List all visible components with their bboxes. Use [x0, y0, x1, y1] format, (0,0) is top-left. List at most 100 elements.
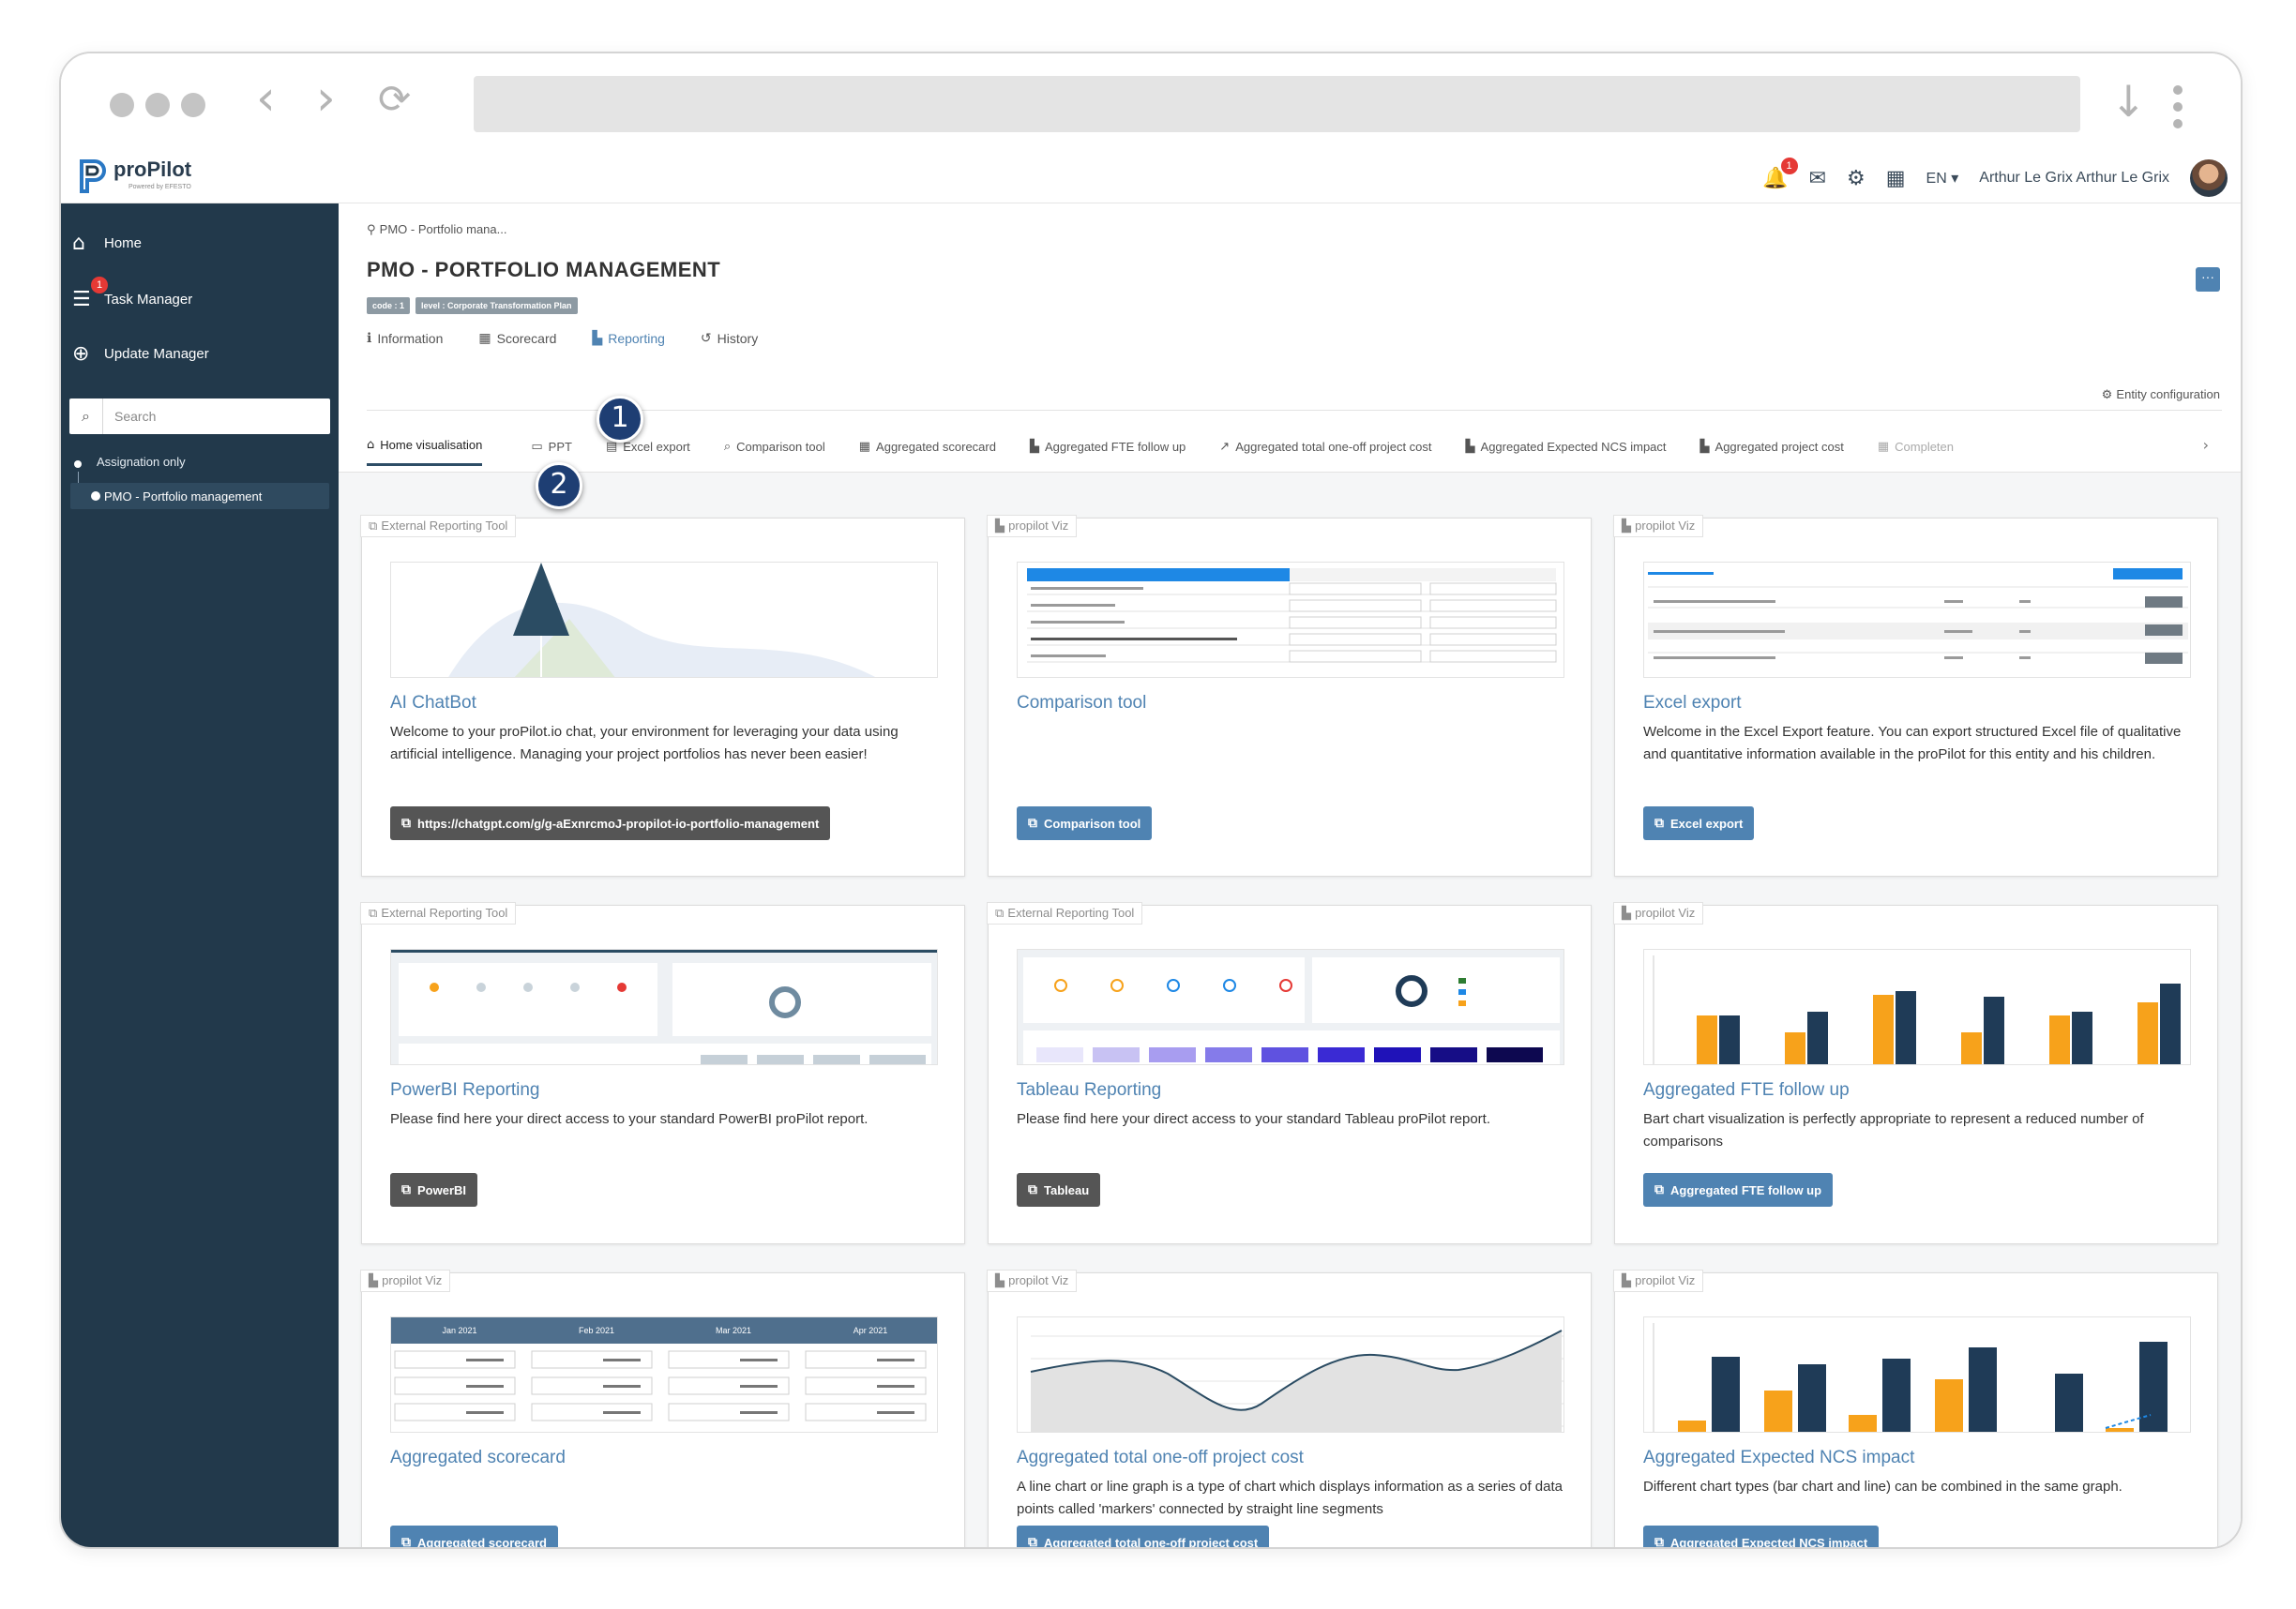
tree-root-label[interactable]: Assignation only — [97, 455, 186, 469]
tab-scorecard[interactable]: ▦ Scorecard — [478, 331, 556, 355]
scorecard-thumb-col: Apr 2021 — [853, 1326, 888, 1335]
notification-badge: 1 — [1780, 157, 1798, 174]
back-icon[interactable]: ‹ — [256, 70, 276, 127]
card-title[interactable]: Tableau Reporting — [1017, 1080, 1162, 1100]
external-link-icon: ⧉ — [1654, 1182, 1664, 1197]
card-title[interactable]: Excel export — [1643, 693, 1742, 713]
card-tag: ▙ propilot Viz — [987, 1270, 1078, 1292]
aggregated-one-off-cost-button[interactable]: ⧉ Aggregated total one-off project cost — [1017, 1526, 1270, 1547]
forward-icon[interactable]: › — [316, 70, 336, 127]
card-title[interactable]: Aggregated Expected NCS impact — [1643, 1448, 1915, 1467]
more-options-button[interactable]: ··· — [2196, 267, 2220, 292]
mail-icon[interactable]: ✉ — [1808, 166, 1827, 190]
card-title[interactable]: Aggregated FTE follow up — [1643, 1080, 1850, 1100]
sidebar-item-label: Update Manager — [104, 345, 209, 362]
card-ai-chatbot: ⧉ External Reporting Tool AI ChatBot Wel… — [360, 515, 965, 877]
aggregated-fte-button[interactable]: ⧉ Aggregated FTE follow up — [1643, 1173, 1834, 1207]
tab-information[interactable]: ℹ Information — [367, 331, 443, 355]
external-link-icon: ⧉ — [369, 907, 382, 921]
scorecard-thumb-header: Jan 2021 Feb 2021 Mar 2021 Apr 2021 — [391, 1317, 937, 1344]
window-dot-icon[interactable] — [145, 93, 170, 117]
reload-icon[interactable]: ⟳ — [378, 76, 412, 122]
button-label: Aggregated Expected NCS impact — [1670, 1535, 1868, 1549]
card-thumbnail[interactable]: Jan 2021 Feb 2021 Mar 2021 Apr 2021 — [390, 1316, 938, 1433]
subtab-aggregated-fte[interactable]: ▙ Aggregated FTE follow up — [1030, 432, 1186, 466]
sidebar: ⌂ Home ☰ 1 Task Manager ⊕ Update Manager… — [61, 203, 339, 1547]
card-tag: ▙ propilot Viz — [987, 515, 1078, 537]
card-title[interactable]: PowerBI Reporting — [390, 1080, 540, 1100]
window-dot-icon[interactable] — [110, 93, 134, 117]
entity-configuration-link[interactable]: ⚙ Entity configuration — [2102, 387, 2220, 402]
window-dot-icon[interactable] — [181, 93, 205, 117]
card-aggregated-fte: ▙ propilot Viz Aggregated FTE follow up … — [1613, 902, 2218, 1244]
card-aggregated-ncs-impact: ▙ propilot Viz Aggregated Expected NCS i… — [1613, 1270, 2218, 1549]
card-thumbnail[interactable] — [390, 562, 938, 678]
tab-label: Scorecard — [496, 331, 557, 346]
avatar[interactable] — [2190, 159, 2228, 197]
tab-reporting[interactable]: ▙ Reporting — [592, 331, 664, 355]
card-thumbnail[interactable] — [1017, 1316, 1564, 1433]
aggregated-scorecard-button[interactable]: ⧉ Aggregated scorecard — [390, 1526, 558, 1549]
excel-export-button[interactable]: ⧉ Excel export — [1643, 806, 1755, 840]
aggregated-ncs-impact-button[interactable]: ⧉ Aggregated Expected NCS impact — [1643, 1526, 1880, 1549]
apps-grid-icon[interactable]: ▦ — [1885, 166, 1906, 190]
tree-item-pmo[interactable]: PMO - Portfolio management — [70, 483, 329, 509]
bell-icon[interactable]: 🔔 1 — [1762, 157, 1798, 190]
search-input[interactable]: Search — [114, 409, 157, 424]
subtab-aggregated-one-off-cost[interactable]: ↗ Aggregated total one-off project cost — [1219, 432, 1431, 466]
file-excel-icon: ▤ — [605, 439, 618, 454]
button-label: Comparison tool — [1044, 816, 1141, 831]
subtab-excel-export[interactable]: ▤ Excel export — [606, 432, 690, 466]
chart-icon: ▙ — [995, 519, 1009, 534]
button-label: Aggregated scorecard — [417, 1535, 547, 1549]
subtab-aggregated-ncs-impact[interactable]: ▙ Aggregated Expected NCS impact — [1466, 432, 1667, 466]
subtab-completeness[interactable]: ▦ Completen — [1878, 432, 1954, 466]
sidebar-item-task-manager[interactable]: ☰ 1 Task Manager — [72, 277, 192, 318]
user-name[interactable]: Arthur Le Grix Arthur Le Grix — [1979, 170, 2169, 186]
language-selector[interactable]: EN ▾ — [1926, 171, 1959, 187]
sidebar-item-home[interactable]: ⌂ Home — [72, 224, 142, 262]
download-icon[interactable]: ↓ — [2110, 76, 2147, 127]
info-icon: ℹ — [367, 331, 372, 346]
subtab-home-visualisation[interactable]: ⌂ Home visualisation — [367, 432, 483, 466]
address-bar[interactable] — [474, 76, 2080, 132]
card-title[interactable]: Aggregated scorecard — [390, 1448, 566, 1467]
subtab-ppt[interactable]: ▭ PPT — [531, 432, 572, 466]
card-title[interactable]: Comparison tool — [1017, 693, 1147, 713]
subtab-comparison-tool[interactable]: ⌕ Comparison tool — [724, 432, 825, 466]
card-thumbnail[interactable] — [1643, 949, 2191, 1065]
card-title[interactable]: AI ChatBot — [390, 693, 476, 713]
task-badge: 1 — [91, 277, 108, 293]
tab-history[interactable]: ↺ History — [701, 331, 758, 355]
subtabs-scroll-right-icon[interactable]: › — [2202, 436, 2209, 454]
tableau-button[interactable]: ⧉ Tableau — [1017, 1173, 1101, 1207]
tab-label: Reporting — [608, 331, 665, 346]
chatbot-link-button[interactable]: ⧉ https://chatgpt.com/g/g-aExnrcmoJ-propi… — [390, 806, 831, 840]
comparison-tool-button[interactable]: ⧉ Comparison tool — [1017, 806, 1153, 840]
code-badge: code : 1 — [367, 297, 411, 314]
subtab-label: Aggregated FTE follow up — [1044, 439, 1186, 454]
sidebar-item-update-manager[interactable]: ⊕ Update Manager — [72, 335, 209, 372]
browser-menu-icon[interactable] — [2173, 85, 2183, 136]
card-thumbnail[interactable] — [1017, 562, 1564, 678]
tree-node-icon — [91, 491, 100, 501]
task-list-icon: ☰ — [72, 287, 91, 311]
card-thumbnail[interactable] — [390, 949, 938, 1065]
subtab-aggregated-project-cost[interactable]: ▙ Aggregated project cost — [1700, 432, 1844, 466]
browser-chrome: ‹ › ⟳ ↓ — [61, 53, 2241, 152]
card-tag: ▙ propilot Viz — [1613, 515, 1704, 537]
propilot-logo-icon[interactable] — [76, 158, 110, 195]
powerbi-button[interactable]: ⧉ PowerBI — [390, 1173, 478, 1207]
card-title[interactable]: Aggregated total one-off project cost — [1017, 1448, 1304, 1467]
card-thumbnail[interactable] — [1643, 562, 2191, 678]
subtab-aggregated-scorecard[interactable]: ▦ Aggregated scorecard — [859, 432, 996, 466]
sidebar-search[interactable]: ⌕ Search — [69, 398, 330, 434]
card-excel-export: ▙ propilot Viz Excel export Welcome in t… — [1613, 515, 2218, 877]
breadcrumb[interactable]: ⚲ PMO - Portfolio mana... — [367, 222, 506, 237]
app-topbar: proPilot Powered by EFESTO 🔔 1 ✉ ⚙ ▦ EN ▾… — [61, 152, 2241, 203]
card-tag-label: External Reporting Tool — [381, 906, 508, 920]
card-thumbnail[interactable] — [1017, 949, 1564, 1065]
card-thumbnail[interactable] — [1643, 1316, 2191, 1433]
gear-icon[interactable]: ⚙ — [1847, 166, 1866, 190]
external-link-icon: ⧉ — [1028, 1182, 1037, 1197]
